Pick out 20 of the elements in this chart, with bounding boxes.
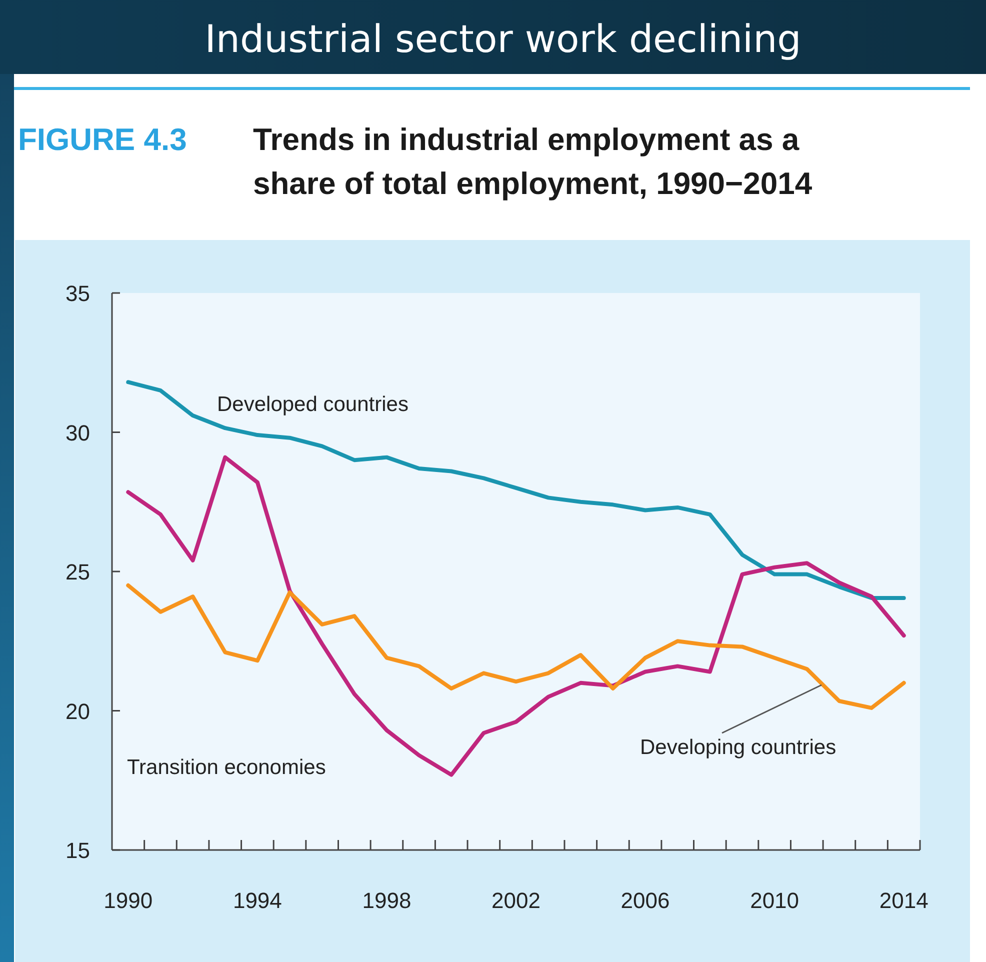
text: Transition economies [127,756,326,779]
x-tick-label: 1998 [362,888,412,913]
line-series [126,583,906,710]
x-tick-label: 2014 [879,888,928,913]
x-tick-label: 2006 [620,888,670,913]
series-label: Developing countries [640,736,836,759]
y-tick-label: 35 [66,281,90,306]
line-series [126,455,906,777]
y-tick-label: 25 [66,560,90,584]
x-tick-label: 2002 [492,888,540,913]
x-tick-label: 1994 [232,888,282,913]
text: FIGURE 4.3 Trends in industrial employment as a share of total employment, 1990−2014 [18,122,812,201]
chart-title: Industrial sector work declining [204,17,802,61]
series-label: Developed countries [217,393,408,416]
x-tick-label: 2010 [750,888,800,913]
line-series [126,380,906,600]
y-tick-label: 15 [66,838,90,863]
x-tick-label: 1990 [104,888,153,913]
y-tick-label: 20 [66,698,90,724]
y-tick-label: 30 [66,420,90,446]
